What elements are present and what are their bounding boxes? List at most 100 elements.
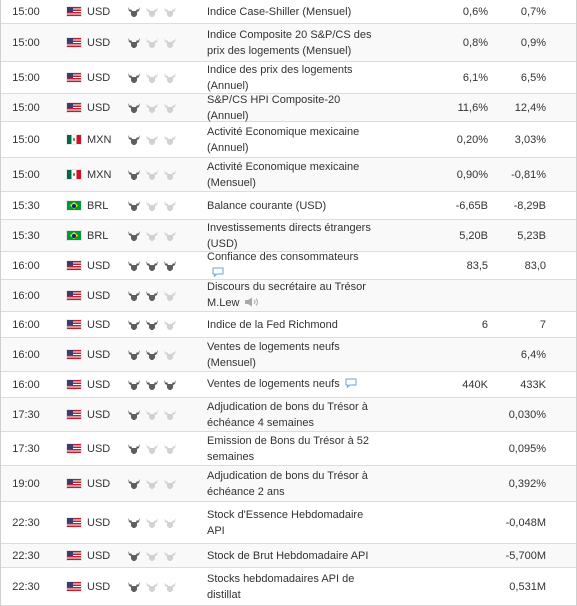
event-name[interactable]: Investissements directs étrangers (USD) bbox=[207, 221, 371, 250]
event-cell[interactable]: Adjudication de bons du Trésor à échéanc… bbox=[207, 398, 375, 431]
table-row[interactable]: 15:30 BRL Investissements directs étranger… bbox=[1, 220, 576, 252]
forecast-value: 12,4% bbox=[514, 101, 546, 114]
table-row[interactable]: 16:00 USD Ventes de logements neufs (Mensu… bbox=[1, 338, 576, 372]
event-cell[interactable]: Stocks hebdomadaires API de distillat bbox=[207, 568, 375, 605]
table-row[interactable]: 19:00 USD Adjudication de bons du Trésor à… bbox=[1, 466, 576, 502]
event-cell[interactable]: Confiance des consommateurs bbox=[207, 251, 375, 282]
bull-icon bbox=[127, 72, 141, 84]
currency-cell: USD bbox=[67, 398, 127, 431]
importance-rating bbox=[127, 432, 189, 465]
table-row[interactable]: 15:00 MXN Activité Economique mexicaine (A… bbox=[1, 122, 576, 158]
event-name[interactable]: Indice de la Fed Richmond bbox=[207, 318, 338, 331]
mx-flag-icon bbox=[67, 170, 81, 179]
table-row[interactable]: 22:30 USD Stock de Brut Hebdomadaire API -5… bbox=[1, 544, 576, 568]
forecast-value: 0,030% bbox=[508, 408, 546, 421]
event-name[interactable]: Indice Case-Shiller (Mensuel) bbox=[207, 5, 352, 18]
table-row[interactable]: 15:30 BRL Balance courante (USD) -6,65B -8,2… bbox=[1, 192, 576, 220]
us-flag-icon bbox=[67, 261, 81, 270]
event-name[interactable]: Ventes de logements neufs bbox=[207, 378, 340, 391]
event-name[interactable]: Activité Economique mexicaine (Annuel) bbox=[207, 125, 360, 154]
table-row[interactable]: 15:00 MXN Activité Economique mexicaine (M… bbox=[1, 158, 576, 192]
us-flag-icon bbox=[67, 380, 81, 389]
event-cell[interactable]: Indice de la Fed Richmond bbox=[207, 312, 375, 337]
table-row[interactable]: 15:00 USD S&P/CS HPI Composite-20 (Annuel)… bbox=[1, 94, 576, 122]
bull-icon bbox=[145, 478, 159, 490]
event-cell[interactable]: Indice Composite 20 S&P/CS des prix des … bbox=[207, 24, 375, 61]
table-row[interactable]: 22:30 USD Stocks hebdomadaires API de dist… bbox=[1, 568, 576, 606]
actual-value: 5,20B bbox=[459, 229, 488, 242]
event-cell[interactable]: Ventes de logements neufs bbox=[207, 372, 375, 397]
currency-code: USD bbox=[87, 477, 111, 490]
importance-rating bbox=[127, 158, 189, 191]
event-cell[interactable]: Activité Economique mexicaine (Annuel) bbox=[207, 122, 375, 157]
event-name[interactable]: Activité Economique mexicaine (Mensuel) bbox=[207, 160, 360, 189]
comment-icon[interactable] bbox=[212, 266, 224, 282]
actual-value bbox=[373, 280, 488, 311]
event-name[interactable]: Confiance des consommateurs bbox=[207, 251, 359, 264]
currency-code: USD bbox=[87, 549, 111, 562]
event-name[interactable]: Ventes de logements neufs (Mensuel) bbox=[207, 340, 340, 369]
event-cell[interactable]: Emission de Bons du Trésor à 52 semaines bbox=[207, 432, 375, 465]
event-cell[interactable]: Indice Case-Shiller (Mensuel) bbox=[207, 0, 375, 23]
table-row[interactable]: 22:30 USD Stock d'Essence Hebdomadaire API… bbox=[1, 502, 576, 544]
event-name[interactable]: Stock d'Essence Hebdomadaire API bbox=[207, 508, 364, 537]
event-name[interactable]: Indice des prix des logements (Annuel) bbox=[207, 63, 353, 92]
event-cell[interactable]: Stock de Brut Hebdomadaire API bbox=[207, 544, 375, 567]
table-row[interactable]: 15:00 USD Indice Case-Shiller (Mensuel) 0,6… bbox=[1, 0, 576, 24]
event-cell[interactable]: Balance courante (USD) bbox=[207, 192, 375, 219]
currency-code: USD bbox=[87, 36, 111, 49]
actual-value bbox=[373, 338, 488, 371]
event-time: 15:30 bbox=[12, 229, 40, 242]
bull-icon bbox=[145, 581, 159, 593]
importance-rating bbox=[127, 0, 189, 23]
table-row[interactable]: 16:00 USD Discours du secrétaire au Trésor… bbox=[1, 280, 576, 312]
event-name[interactable]: Stocks hebdomadaires API de distillat bbox=[207, 572, 355, 601]
currency-code: MXN bbox=[87, 168, 112, 181]
currency-code: USD bbox=[87, 318, 111, 331]
actual-value: 11,6% bbox=[457, 101, 488, 114]
event-time: 19:00 bbox=[12, 477, 40, 490]
forecast-value: 433K bbox=[520, 378, 546, 391]
br-flag-icon bbox=[67, 201, 81, 210]
bull-icon bbox=[145, 409, 159, 421]
bull-icon bbox=[163, 443, 177, 455]
event-cell[interactable]: Indice des prix des logements (Annuel) bbox=[207, 62, 375, 93]
table-row[interactable]: 15:00 USD Indice des prix des logements (A… bbox=[1, 62, 576, 94]
currency-cell: USD bbox=[67, 0, 127, 23]
event-name[interactable]: Discours du secrétaire au Trésor M.Lew bbox=[207, 281, 366, 310]
event-time: 16:00 bbox=[12, 378, 40, 391]
currency-cell: USD bbox=[67, 466, 127, 501]
speaker-icon[interactable] bbox=[244, 296, 260, 312]
currency-cell: USD bbox=[67, 94, 127, 121]
comment-icon[interactable] bbox=[345, 377, 357, 393]
bull-icon bbox=[127, 550, 141, 562]
table-row[interactable]: 16:00 USD Ventes de logements neufs 440K 433… bbox=[1, 372, 576, 398]
event-cell[interactable]: Discours du secrétaire au Trésor M.Lew bbox=[207, 280, 375, 311]
event-cell[interactable]: Ventes de logements neufs (Mensuel) bbox=[207, 338, 375, 371]
event-cell[interactable]: Investissements directs étrangers (USD) bbox=[207, 220, 375, 251]
event-cell[interactable]: Stock d'Essence Hebdomadaire API bbox=[207, 502, 375, 543]
event-name[interactable]: Stock de Brut Hebdomadaire API bbox=[207, 549, 369, 562]
event-name[interactable]: Emission de Bons du Trésor à 52 semaines bbox=[207, 434, 370, 463]
event-name[interactable]: Indice Composite 20 S&P/CS des prix des … bbox=[207, 28, 372, 57]
event-cell[interactable]: Activité Economique mexicaine (Mensuel) bbox=[207, 158, 375, 191]
event-name[interactable]: Adjudication de bons du Trésor à échéanc… bbox=[207, 469, 368, 498]
event-cell[interactable]: S&P/CS HPI Composite-20 (Annuel) bbox=[207, 93, 375, 122]
bull-icon bbox=[127, 102, 141, 114]
forecast-value: 5,23B bbox=[517, 229, 546, 242]
table-row[interactable]: 17:30 USD Emission de Bons du Trésor à 52 … bbox=[1, 432, 576, 466]
currency-code: BRL bbox=[87, 229, 109, 242]
actual-value: 0,8% bbox=[462, 36, 488, 49]
event-cell[interactable]: Adjudication de bons du Trésor à échéanc… bbox=[207, 466, 375, 501]
table-row[interactable]: 16:00 USD Indice de la Fed Richmond 6 7 bbox=[1, 312, 576, 338]
mx-flag-icon bbox=[67, 135, 81, 144]
currency-cell: BRL bbox=[67, 220, 127, 251]
event-name[interactable]: Balance courante (USD) bbox=[207, 199, 327, 212]
table-row[interactable]: 17:30 USD Adjudication de bons du Trésor à… bbox=[1, 398, 576, 432]
table-row[interactable]: 15:00 USD Indice Composite 20 S&P/CS des p… bbox=[1, 24, 576, 62]
event-name[interactable]: Adjudication de bons du Trésor à échéanc… bbox=[207, 400, 368, 429]
currency-code: USD bbox=[87, 259, 111, 272]
event-name[interactable]: S&P/CS HPI Composite-20 (Annuel) bbox=[207, 93, 341, 122]
table-row[interactable]: 16:00 USD Confiance des consommateurs 83,5 8… bbox=[1, 251, 576, 282]
